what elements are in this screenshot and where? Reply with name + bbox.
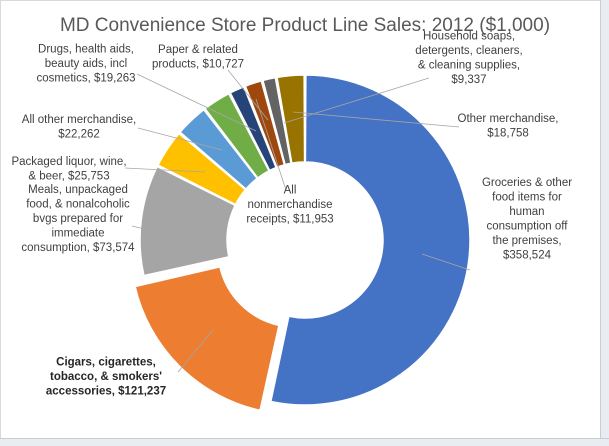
slice-cigars-cigarettes-tobacco-smokers-accessories[interactable] xyxy=(134,265,280,412)
leader-line-groceries-other-food-items-for-human-consumption-off-the-premises xyxy=(421,253,471,271)
leader-line-drugs-health-aids-beauty-aids-incl-cosmetics xyxy=(136,73,257,132)
chart-slices xyxy=(134,74,471,412)
data-label-meals-unpackaged-food-nonalcoholic-bvgs-prepared-for-immediate-consumption: Meals, unpackaged food, & nonalcoholic bvg… xyxy=(21,184,135,254)
slice-household-soaps-detergents-cleaners-cleaning-supplies[interactable] xyxy=(262,76,292,166)
leader-line-meals-unpackaged-food-nonalcoholic-bvgs-prepared-for-immediate-consumption xyxy=(131,225,171,236)
data-label-drugs-health-aids-beauty-aids-incl-cosmetics: Drugs, health aids, beauty aids, incl cosm… xyxy=(36,44,135,85)
sheet-bottom-edge xyxy=(0,438,609,446)
sheet-scroll-edge xyxy=(600,0,609,446)
data-label-other-merchandise: Other merchandise, $18,758 xyxy=(458,113,559,140)
slice-groceries-other-food-items-for-human-consumption-off-the-premises[interactable] xyxy=(269,74,471,406)
doughnut-chart[interactable]: MD Convenience Store Product Line Sales:… xyxy=(0,0,600,438)
leader-line-other-merchandise xyxy=(292,111,460,128)
data-label-all-nonmerchandise-receipts: All nonmerchandise receipts, $11,953 xyxy=(246,185,333,226)
slice-packaged-liquor-wine-beer[interactable] xyxy=(156,132,247,206)
data-label-household-soaps-detergents-cleaners-cleaning-supplies: Household soaps, detergents, cleaners, & c… xyxy=(415,30,522,86)
slice-all-nonmerchandise-receipts[interactable] xyxy=(244,79,286,169)
slice-paper-related-products[interactable] xyxy=(229,85,278,172)
leader-line-cigars-cigarettes-tobacco-smokers-accessories xyxy=(177,329,214,373)
data-label-all-other-merchandise: All other merchandise, $22,262 xyxy=(22,114,136,141)
leader-line-household-soaps-detergents-cleaners-cleaning-supplies xyxy=(283,77,430,124)
chart-data-labels: Groceries & other food items for human cons… xyxy=(11,30,572,397)
slice-drugs-health-aids-beauty-aids-incl-cosmetics[interactable] xyxy=(204,92,270,179)
data-label-packaged-liquor-wine-beer: Packaged liquor, wine, & beer, $25,753 xyxy=(11,156,126,183)
leader-line-all-other-merchandise xyxy=(137,127,223,151)
data-label-cigars-cigarettes-tobacco-smokers-accessories: Cigars, cigarettes, tobacco, & smokers' ac… xyxy=(46,357,166,398)
data-label-groceries-other-food-items-for-human-consumption-off-the-premises: Groceries & other food items for human cons… xyxy=(482,177,572,262)
chart-title: MD Convenience Store Product Line Sales:… xyxy=(60,15,550,36)
leader-line-all-nonmerchandise-receipts xyxy=(255,98,287,191)
slice-other-merchandise[interactable] xyxy=(276,74,306,164)
data-label-paper-related-products: Paper & related products, $10,727 xyxy=(152,44,244,71)
leader-line-packaged-liquor-wine-beer xyxy=(124,167,206,173)
leader-line-paper-related-products xyxy=(227,69,269,121)
slice-meals-unpackaged-food-nonalcoholic-bvgs-prepared-for-immediate-consumption[interactable] xyxy=(139,165,237,277)
chart-leader-lines xyxy=(124,69,471,373)
